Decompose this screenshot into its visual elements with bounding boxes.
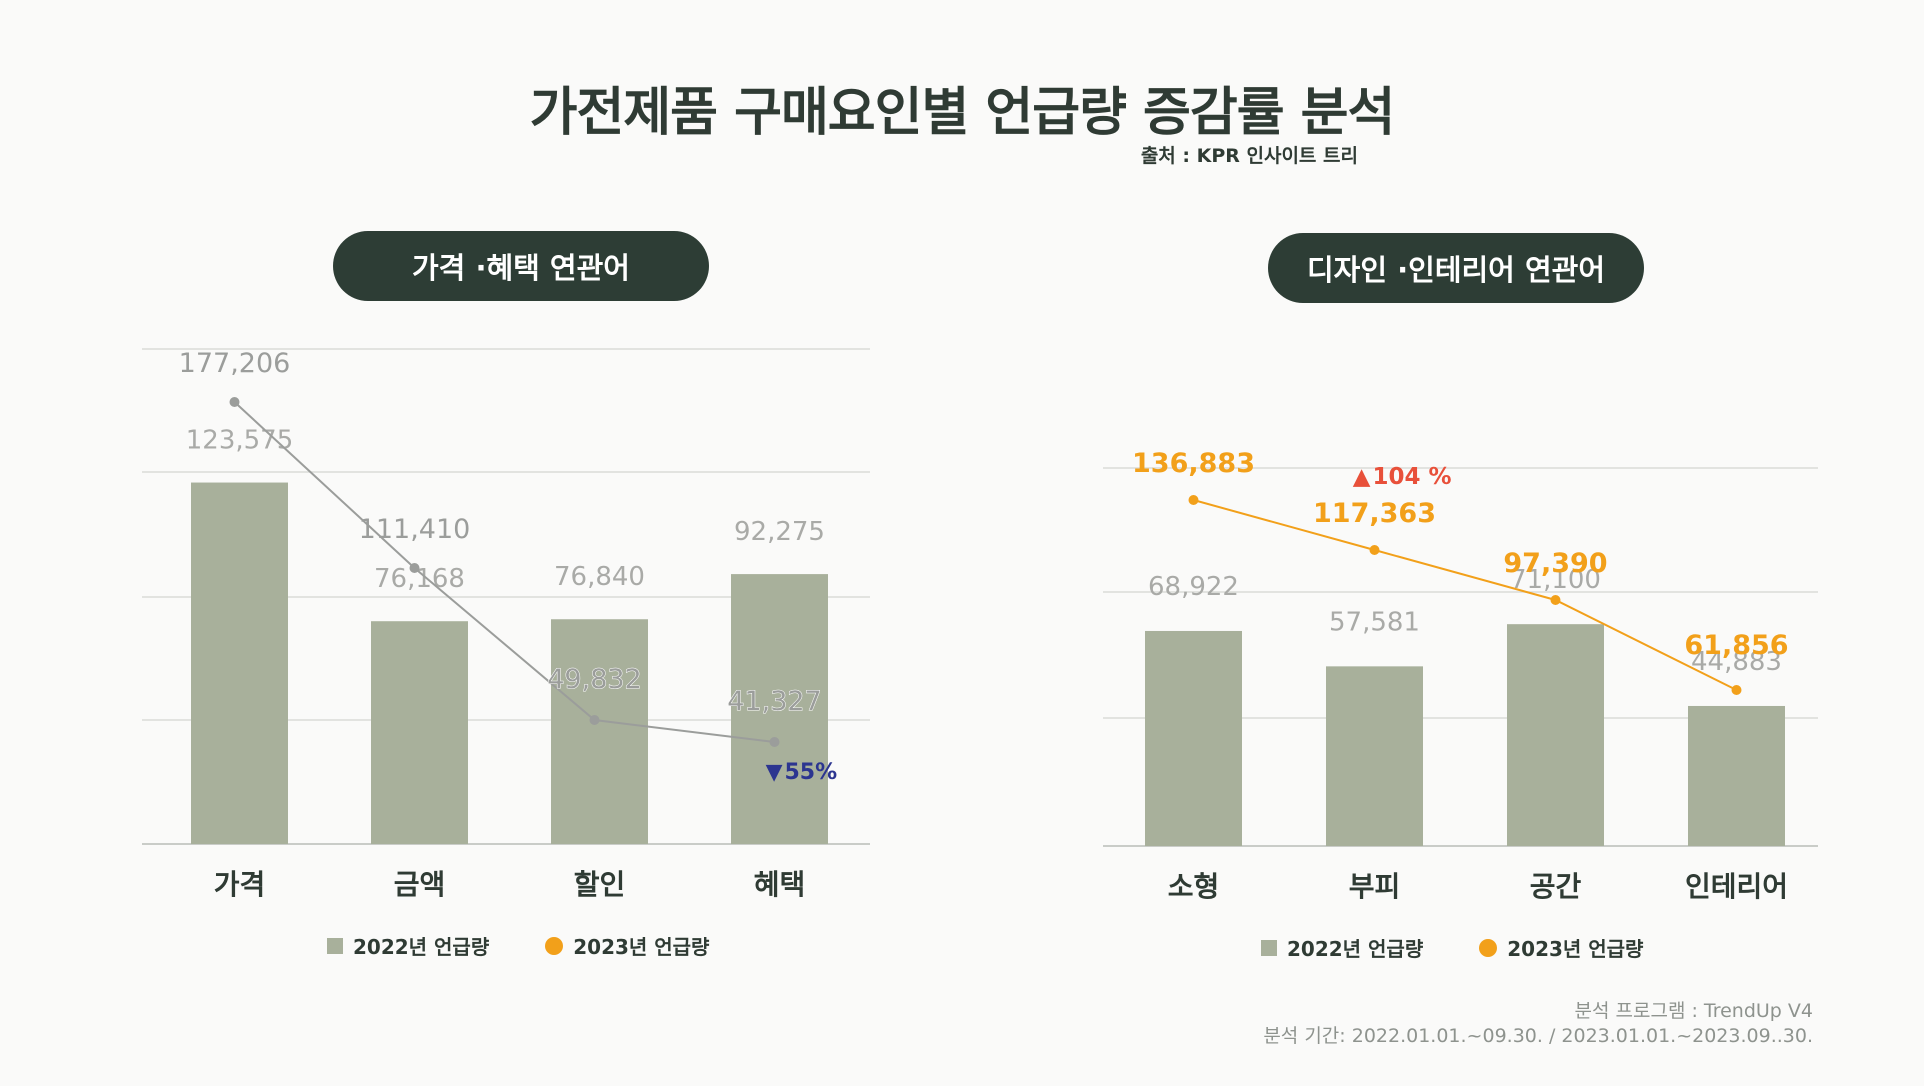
- change-rate-label: 55%: [785, 760, 838, 785]
- legend-swatch-bar: [1261, 939, 1277, 956]
- bar-2022: [1326, 666, 1423, 846]
- legend-item-2022: 2022년 언급량: [1261, 933, 1423, 962]
- line-value-label: 61,856: [1684, 630, 1788, 661]
- x-tick-label: 할인: [574, 868, 626, 901]
- bar-2022: [1507, 624, 1604, 846]
- bar-2022: [371, 621, 468, 844]
- x-tick-label: 금액: [394, 868, 446, 901]
- line-value-label: 111,410: [359, 514, 471, 545]
- line-value-label: 136,883: [1132, 448, 1255, 479]
- line-value-label: 177,206: [179, 348, 291, 379]
- line-2023: [1193, 499, 1737, 691]
- chart-title-pill-right: 디자인 ·인테리어 연관어: [1268, 233, 1644, 303]
- bar-value-label: 44,883: [1691, 647, 1782, 677]
- bar-value-label: 71,100: [1510, 565, 1601, 595]
- line-point-2023: [1188, 495, 1199, 505]
- bar-2022: [191, 482, 288, 844]
- legend-label: 2022년 언급량: [1287, 937, 1424, 961]
- page-title: 가전제품 구매요인별 언급량 증감률 분석: [529, 83, 1396, 143]
- line-value-label: 117,363: [1313, 498, 1436, 529]
- bar-value-label: 76,168: [374, 564, 465, 594]
- bar-value-label: 76,840: [554, 562, 645, 592]
- legend-swatch-bar: [327, 937, 343, 954]
- line-2023: [233, 401, 775, 743]
- decrease-arrow-icon: ▼: [766, 760, 783, 785]
- footer-period: 분석 기간: 2022.01.01.~09.30. / 2023.01.01.~…: [1263, 1025, 1813, 1047]
- bar-2022: [1688, 705, 1785, 846]
- legend-label: 2023년 언급량: [573, 935, 710, 959]
- legend-item-2022: 2022년 언급량: [327, 931, 489, 960]
- x-tick-label: 인테리어: [1685, 870, 1788, 903]
- line-value-label: 49,832: [547, 664, 641, 695]
- legend-label: 2023년 언급량: [1507, 937, 1644, 961]
- bar-2022: [1145, 630, 1242, 846]
- x-tick-label: 가격: [214, 868, 266, 901]
- bar-2022: [551, 619, 648, 844]
- line-point-2023: [589, 715, 600, 725]
- line-point-2023: [409, 563, 420, 573]
- line-point-2023: [1369, 545, 1380, 555]
- legend-swatch-line: [545, 936, 564, 955]
- increase-arrow-icon: ▲: [1353, 464, 1371, 490]
- bar-value-label: 68,922: [1148, 572, 1239, 602]
- legend-item-2023: 2023년 언급량: [1479, 933, 1643, 962]
- bar-2022: [731, 574, 828, 844]
- x-tick-label: 공간: [1530, 870, 1582, 903]
- bar-value-label: 92,275: [734, 517, 825, 547]
- x-tick-label: 혜택: [754, 868, 806, 901]
- source-note: 출처 : KPR 인사이트 트리: [1140, 145, 1358, 167]
- chart-title-pill-left: 가격 ·혜택 연관어: [333, 231, 709, 301]
- x-tick-label: 소형: [1168, 870, 1220, 903]
- line-point-2023: [229, 397, 240, 407]
- line-value-label: 97,390: [1503, 548, 1607, 579]
- line-point-2023: [1550, 595, 1561, 605]
- bar-value-label: 57,581: [1329, 607, 1420, 637]
- line-value-label: 41,327: [727, 686, 821, 717]
- footer-program: 분석 프로그램 : TrendUp V4: [1574, 1000, 1814, 1022]
- change-rate-label: 104 %: [1373, 464, 1452, 490]
- x-tick-label: 부피: [1349, 870, 1401, 903]
- line-point-2023: [1731, 685, 1742, 695]
- legend-item-2023: 2023년 언급량: [545, 931, 709, 960]
- legend-label: 2022년 언급량: [353, 935, 490, 959]
- line-point-2023: [769, 737, 780, 747]
- legend-left: 2022년 언급량 2023년 언급량: [327, 931, 765, 960]
- legend-swatch-line: [1479, 938, 1498, 957]
- legend-right: 2022년 언급량 2023년 언급량: [1261, 933, 1699, 962]
